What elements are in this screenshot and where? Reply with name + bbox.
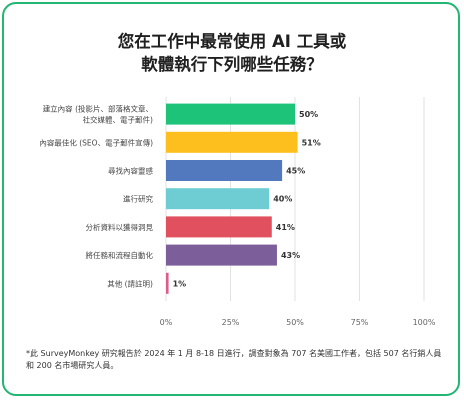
bar-6: [166, 272, 169, 294]
bar-1: [166, 131, 298, 153]
footnote: *此 SurveyMonkey 研究報告於 2024 年 1 月 8-18 日進…: [26, 349, 442, 370]
category-label-1: 內容最佳化 (SEO、電子郵件宣傳): [39, 137, 153, 147]
chart-title-line-2: 軟體執行下列哪些任務？: [141, 55, 323, 74]
bar-0: [166, 103, 295, 125]
value-label-3: 40%: [273, 195, 292, 204]
bar-3: [166, 188, 270, 210]
value-label-4: 41%: [276, 223, 295, 232]
bar-4: [166, 216, 272, 238]
category-label-6: 其他 (請註明): [107, 278, 153, 288]
chart-title: 您在工作中最常使用 AI 工具或 軟體執行下列哪些任務？: [0, 30, 464, 76]
bar-2: [166, 160, 283, 181]
category-label-4: 分析資料以獲得洞見: [86, 222, 154, 232]
value-label-2: 45%: [286, 167, 305, 176]
value-label-5: 43%: [281, 251, 300, 260]
x-tick-label-2: 50%: [286, 318, 304, 327]
chart-title-line-1: 您在工作中最常使用 AI 工具或: [117, 32, 347, 51]
x-tick-label-0: 0%: [160, 318, 173, 327]
value-label-1: 51%: [302, 138, 321, 147]
bar-5: [166, 244, 277, 266]
category-label-0-line-0: 建立內容 (投影片、部落格文章、: [43, 104, 153, 114]
category-label-5: 將任務和流程自動化: [86, 250, 154, 260]
x-tick-label-3: 75%: [351, 318, 369, 327]
value-label-0: 50%: [299, 110, 318, 119]
x-tick-label-1: 25%: [222, 318, 240, 327]
x-tick-label-4: 100%: [413, 318, 436, 327]
category-label-2: 尋找內容靈感: [108, 166, 153, 176]
category-label-3: 進行研究: [123, 194, 153, 204]
value-label-6: 1%: [173, 279, 187, 288]
category-label-0-line-1: 社交媒體、電子郵件): [83, 115, 153, 125]
